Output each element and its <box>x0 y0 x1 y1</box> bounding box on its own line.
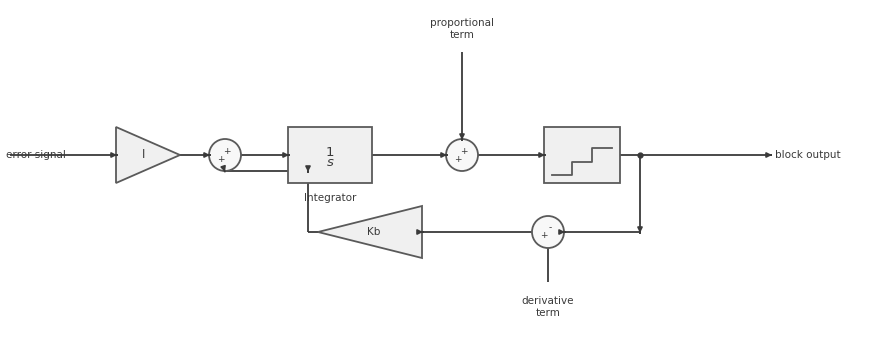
Text: Kb: Kb <box>367 227 381 237</box>
Text: +: + <box>460 147 468 155</box>
Bar <box>288 127 372 183</box>
Polygon shape <box>116 127 180 183</box>
Text: +: + <box>540 232 548 240</box>
Text: block output: block output <box>775 150 841 160</box>
Text: s: s <box>327 155 334 169</box>
Circle shape <box>446 139 478 171</box>
Text: proportional
term: proportional term <box>430 18 494 40</box>
Text: 1: 1 <box>326 146 335 159</box>
Circle shape <box>209 139 241 171</box>
Text: Integrator: Integrator <box>304 193 357 203</box>
Text: +: + <box>455 154 462 163</box>
Circle shape <box>532 216 564 248</box>
Text: +: + <box>223 147 230 155</box>
Text: +: + <box>217 154 225 163</box>
Bar <box>544 127 620 183</box>
Text: -: - <box>548 224 552 233</box>
Text: I: I <box>142 149 145 161</box>
Polygon shape <box>318 206 422 258</box>
Text: derivative
term: derivative term <box>522 296 575 318</box>
Text: error signal: error signal <box>6 150 66 160</box>
